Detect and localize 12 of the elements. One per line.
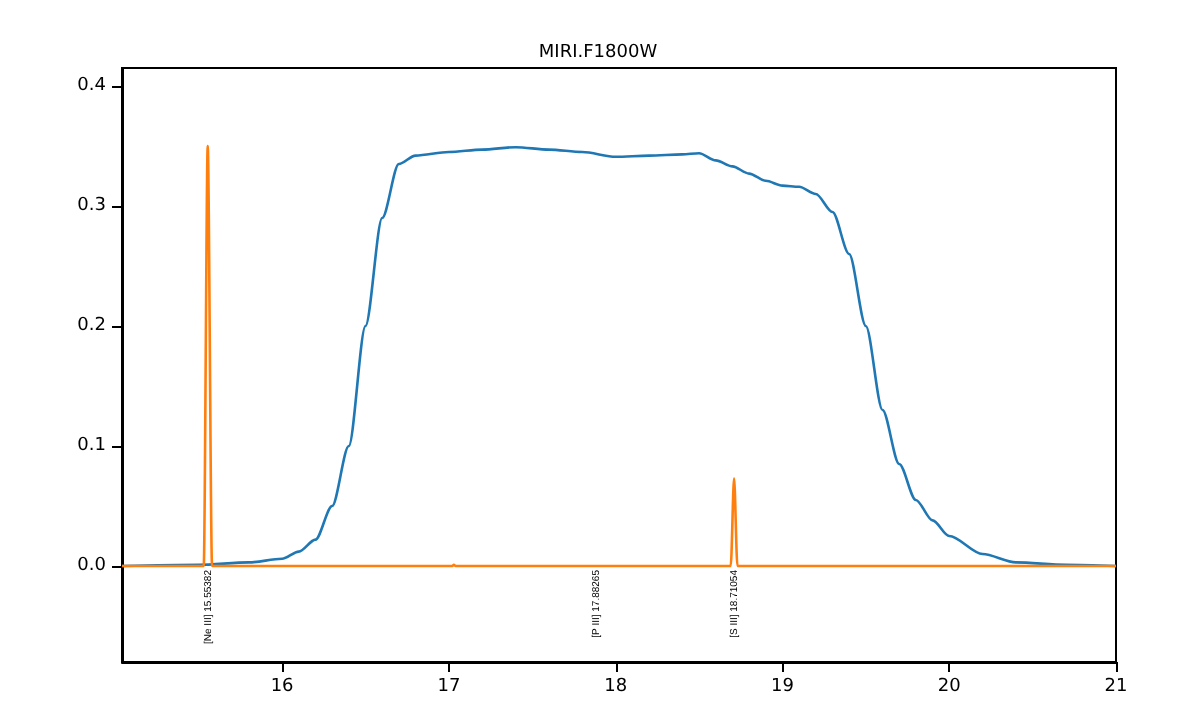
x-tick-label: 18	[604, 677, 628, 697]
y-tick-label: 0.0	[77, 556, 107, 576]
x-tick-label: 21	[1104, 677, 1128, 697]
x-tick-label: 17	[437, 677, 461, 697]
y-tick-label: 0.2	[77, 316, 106, 336]
x-tick-label: 16	[270, 677, 295, 697]
x-tick-label: 20	[937, 677, 962, 697]
chart-title: MIRI.F1800W	[538, 43, 658, 63]
x-tick-label: 19	[770, 677, 795, 697]
y-tick-label: 0.4	[77, 76, 107, 96]
y-tick-label: 0.1	[77, 436, 106, 456]
y-tick-label: 0.3	[77, 196, 106, 216]
